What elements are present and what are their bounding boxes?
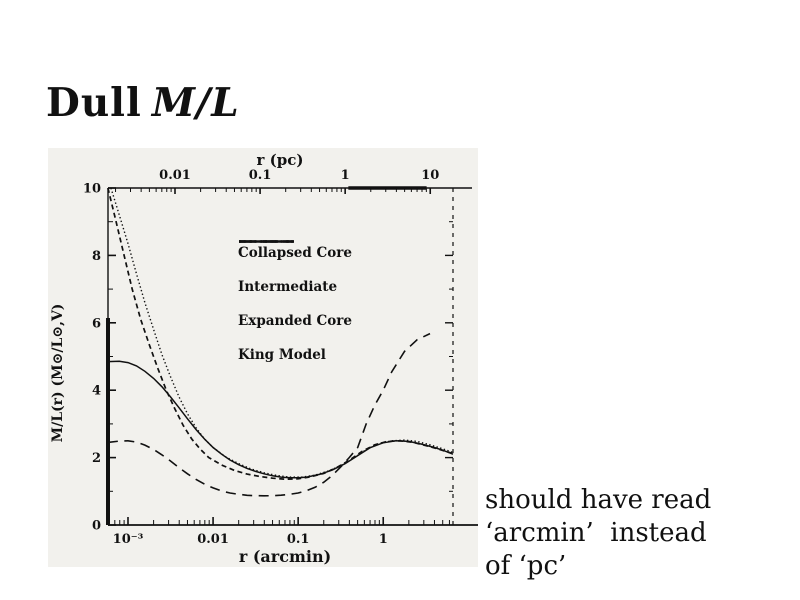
caption-line: ‘arcmin’ instead — [485, 518, 707, 548]
svg-text:4: 4 — [92, 384, 101, 399]
svg-text:M/L(r) (M⊙/L⊙,V): M/L(r) (M⊙/L⊙,V) — [50, 304, 66, 443]
legend-item-king-model: King Model — [238, 240, 352, 372]
svg-text:0.01: 0.01 — [159, 168, 191, 183]
caption-line: should have read — [485, 485, 712, 515]
svg-text:8: 8 — [92, 249, 101, 264]
svg-text:0: 0 — [92, 519, 101, 534]
svg-text:10⁻³: 10⁻³ — [113, 532, 144, 547]
svg-text:0.1: 0.1 — [287, 532, 310, 547]
title-text: Dull — [46, 80, 142, 127]
ml-figure: 10⁻³ 0.01 0.1 1 0.01 0.1 1 10 0 2 4 6 8 10 r (pc) r (ar… — [48, 148, 478, 567]
caption-line: of ‘pc’ — [485, 551, 567, 581]
ml-plot-chart: 10⁻³ 0.01 0.1 1 0.01 0.1 1 10 0 2 4 6 8 10 r (pc) r (ar… — [50, 151, 478, 566]
svg-text:r (pc): r (pc) — [257, 151, 304, 169]
title-math-text: M/L — [151, 80, 240, 127]
svg-text:1: 1 — [379, 532, 388, 547]
legend-label: Expanded Core — [238, 313, 352, 329]
svg-text:0.1: 0.1 — [249, 168, 272, 183]
caption-note: should have read ‘arcmin’ instead of ‘pc… — [485, 484, 711, 583]
legend-label: King Model — [238, 347, 326, 363]
svg-text:0.01: 0.01 — [197, 532, 229, 547]
plot-legend: Collapsed Core Intermediate Expanded Cor… — [238, 236, 352, 372]
page-title: Dull M/L — [46, 80, 240, 126]
svg-text:r (arcmin): r (arcmin) — [239, 547, 331, 566]
svg-text:2: 2 — [92, 451, 101, 466]
svg-text:10: 10 — [421, 168, 439, 183]
legend-item-expanded-core: Expanded Core — [238, 240, 352, 338]
svg-text:6: 6 — [92, 316, 101, 331]
legend-label: Collapsed Core — [238, 245, 352, 261]
legend-label: Intermediate — [238, 279, 338, 295]
long-dash-line-icon — [239, 240, 294, 243]
svg-text:1: 1 — [341, 168, 350, 183]
svg-text:10: 10 — [83, 182, 101, 197]
legend-item-intermediate: Intermediate — [238, 240, 352, 304]
